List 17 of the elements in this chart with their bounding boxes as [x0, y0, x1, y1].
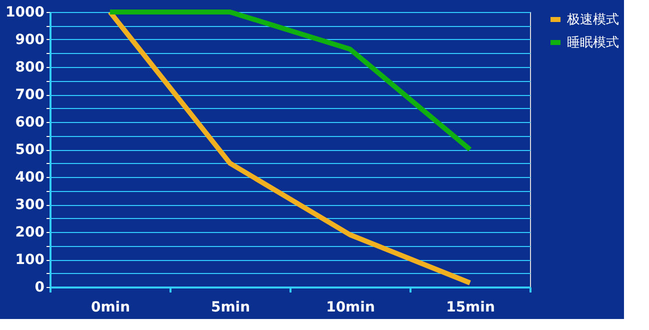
y-tick-label: 1000 — [6, 4, 45, 20]
x-tick-label: 15min — [446, 300, 495, 316]
y-tick-label: 200 — [15, 224, 45, 240]
y-tick-label: 600 — [15, 114, 45, 130]
y-tick-label: 800 — [15, 60, 45, 76]
y-tick-label: 0 — [34, 280, 45, 296]
legend-label: 睡眠模式 — [567, 36, 619, 50]
y-tick-label: 100 — [15, 252, 45, 268]
y-tick-label: 500 — [15, 142, 45, 158]
y-tick-label: 400 — [15, 170, 45, 186]
legend-label: 极速模式 — [566, 12, 619, 28]
x-tick-label: 0min — [90, 300, 130, 316]
y-tick-label: 900 — [15, 32, 45, 48]
x-tick-label: 5min — [210, 300, 250, 316]
y-tick-label: 700 — [15, 87, 45, 103]
y-tick-label: 300 — [15, 197, 45, 213]
x-tick-label: 10min — [326, 300, 375, 316]
